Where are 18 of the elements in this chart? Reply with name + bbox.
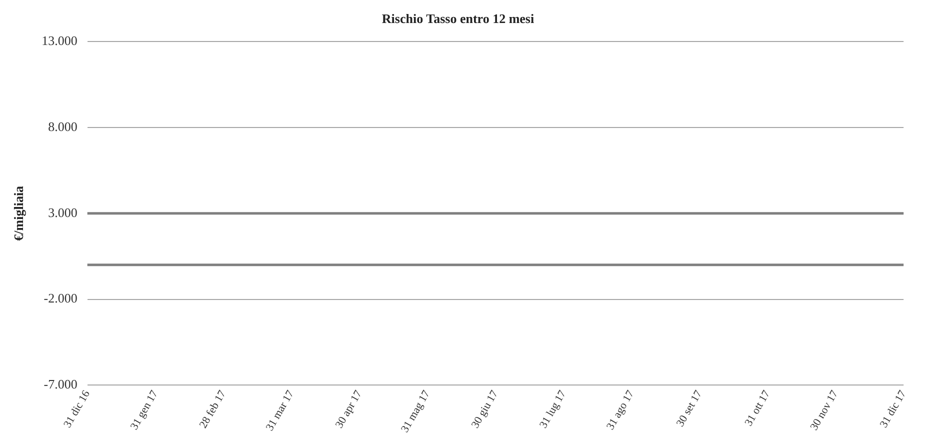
y-tick-label: 8.000	[48, 118, 78, 134]
x-tick-label: 30 set 17	[674, 388, 705, 429]
x-tick-label: 31 dic 17	[878, 388, 909, 430]
y-tick-label: 13.000	[42, 33, 78, 48]
x-tick-label: 31 ago 17	[604, 388, 637, 432]
x-tick-label: 31 mag 17	[398, 388, 433, 435]
x-tick-label: 28 feb 17	[197, 388, 229, 430]
x-tick-label: 31 ott 17	[742, 388, 773, 428]
x-tick-label: 30 giu 17	[469, 388, 501, 430]
x-tick-label: 31 gen 17	[128, 388, 161, 432]
y-tick-label: -2.000	[44, 290, 78, 306]
y-axis-title: €/migliaia	[11, 185, 26, 241]
x-tick-label: 31 mar 17	[264, 388, 297, 434]
x-tick-label: 30 apr 17	[333, 388, 365, 430]
chart-title: Rischio Tasso entro 12 mesi	[382, 11, 534, 26]
y-tick-label: 3.000	[48, 204, 78, 220]
x-tick-label: 30 nov 17	[808, 388, 841, 433]
x-tick-label: 31 lug 17	[537, 388, 569, 430]
